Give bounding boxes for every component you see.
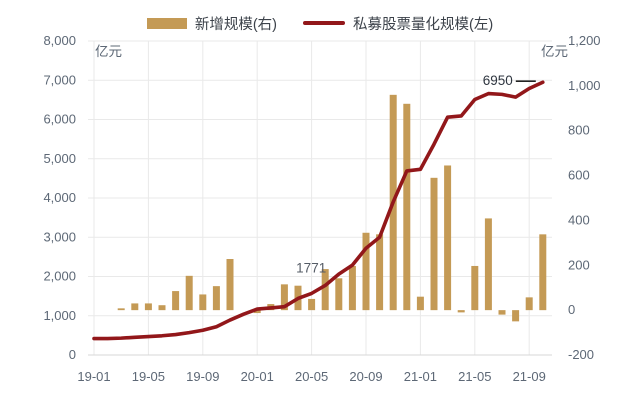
svg-text:-200: -200 bbox=[568, 347, 594, 362]
svg-text:21-05: 21-05 bbox=[458, 369, 491, 384]
svg-text:20-05: 20-05 bbox=[295, 369, 328, 384]
svg-text:4,000: 4,000 bbox=[43, 190, 76, 205]
svg-text:800: 800 bbox=[568, 123, 590, 138]
line-series-legend-label: 私募股票量化规模(左) bbox=[353, 16, 494, 33]
svg-text:20-01: 20-01 bbox=[241, 369, 274, 384]
svg-text:21-09: 21-09 bbox=[513, 369, 546, 384]
svg-text:7,000: 7,000 bbox=[43, 72, 76, 87]
svg-text:19-05: 19-05 bbox=[132, 369, 165, 384]
bar-series-swatch-icon bbox=[146, 17, 187, 29]
legend-item-line-series[interactable]: 私募股票量化规模(左) bbox=[303, 13, 493, 34]
svg-text:1,200: 1,200 bbox=[568, 33, 601, 48]
svg-text:20-09: 20-09 bbox=[349, 369, 382, 384]
svg-text:1,000: 1,000 bbox=[568, 78, 601, 93]
svg-text:200: 200 bbox=[568, 257, 590, 272]
chart-legend: 新增规模(右) 私募股票量化规模(左) bbox=[0, 10, 640, 36]
svg-text:亿元: 亿元 bbox=[95, 44, 122, 59]
line-series-swatch-icon bbox=[303, 21, 345, 25]
svg-text:6,000: 6,000 bbox=[43, 112, 76, 127]
svg-text:6950: 6950 bbox=[483, 73, 513, 88]
svg-text:19-09: 19-09 bbox=[186, 369, 219, 384]
svg-text:400: 400 bbox=[568, 212, 590, 227]
svg-text:600: 600 bbox=[568, 168, 590, 183]
svg-text:8,000: 8,000 bbox=[43, 33, 76, 48]
svg-text:0: 0 bbox=[568, 302, 575, 317]
svg-text:21-01: 21-01 bbox=[404, 369, 437, 384]
svg-text:亿元: 亿元 bbox=[541, 44, 568, 59]
svg-text:2,000: 2,000 bbox=[43, 269, 76, 284]
svg-text:1,000: 1,000 bbox=[43, 308, 76, 323]
svg-text:0: 0 bbox=[69, 347, 76, 362]
bar-series-legend-label: 新增规模(右) bbox=[194, 16, 277, 33]
svg-text:5,000: 5,000 bbox=[43, 151, 76, 166]
svg-text:3,000: 3,000 bbox=[43, 229, 76, 244]
legend-item-bar-series[interactable]: 新增规模(右) bbox=[146, 13, 277, 34]
svg-text:19-01: 19-01 bbox=[77, 369, 110, 384]
svg-text:1771: 1771 bbox=[296, 260, 326, 275]
